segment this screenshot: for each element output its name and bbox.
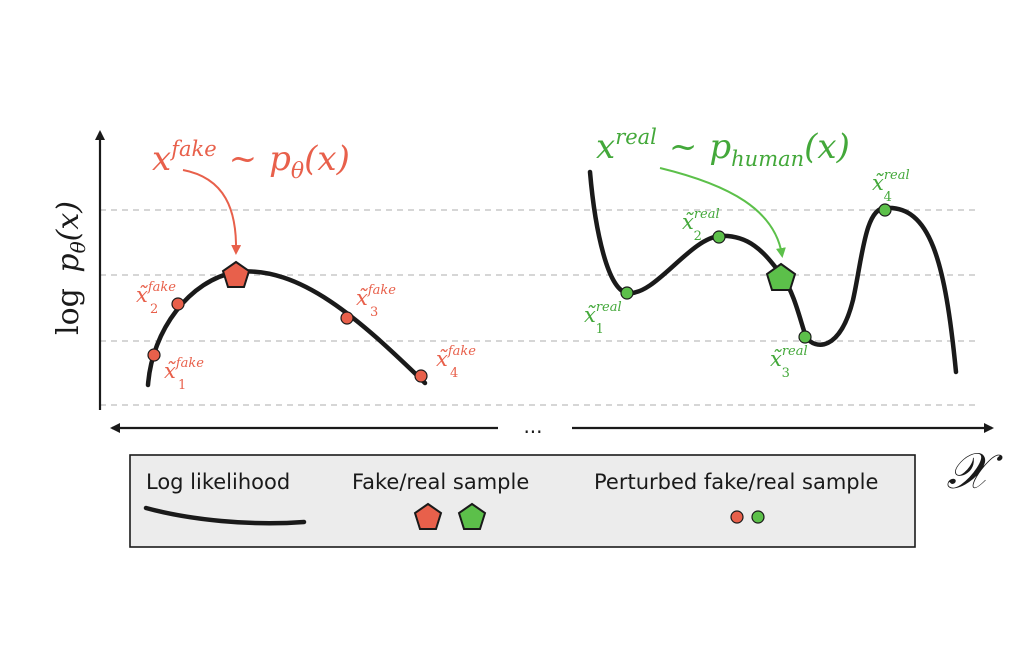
- fake-point-2: [171, 297, 185, 311]
- real-sample-pentagon: [765, 262, 797, 291]
- fake-label-2: x̃fake 2: [136, 280, 176, 317]
- real-label-4: x̃real 4: [872, 168, 910, 205]
- real-perturbed-points: [620, 203, 892, 344]
- legend-fake-pentagon: [413, 502, 443, 530]
- fake-title-sup: fake: [169, 137, 216, 161]
- real-title-p: p: [709, 127, 731, 167]
- x-axis-ellipsis: ...: [523, 414, 542, 438]
- fake-label-3: x̃fake 3: [356, 283, 396, 320]
- fake-title-tilde: ~: [229, 139, 258, 179]
- fake-title-arg: (x): [304, 139, 350, 179]
- real-label-3: x̃real 3: [770, 344, 808, 381]
- real-distribution-title: xreal ~ phuman(x): [596, 125, 850, 171]
- real-point-3: [798, 330, 812, 344]
- svg-text:log pθ(x): log pθ(x): [51, 201, 90, 335]
- grid-lines: [100, 209, 975, 406]
- real-label-1: x̃real 1: [584, 300, 622, 337]
- fake-title-sub: θ: [291, 159, 304, 184]
- y-label-x: (x): [51, 201, 86, 241]
- legend-real-dot: [751, 510, 765, 524]
- legend-box: [129, 454, 916, 548]
- real-title-sub: human: [731, 147, 804, 171]
- real-point-1: [620, 286, 634, 300]
- fake-arrow: [182, 169, 242, 255]
- fake-title-p: p: [269, 139, 291, 179]
- real-point-4: [878, 203, 892, 217]
- fake-point-1: [147, 348, 161, 362]
- y-axis-label: log pθ(x): [51, 201, 90, 335]
- real-title-tilde: ~: [669, 127, 698, 167]
- legend-sample-label: Fake/real sample: [352, 470, 529, 494]
- legend-log-likelihood-label: Log likelihood: [146, 470, 290, 494]
- real-point-2: [712, 230, 726, 244]
- real-title-x: x: [596, 127, 615, 167]
- real-arrow: [659, 167, 786, 258]
- fake-distribution-title: xfake ~ pθ(x): [152, 137, 350, 184]
- y-label-p: p: [51, 253, 86, 272]
- fake-title-x: x: [152, 139, 171, 179]
- legend: Log likelihood Fake/real sample Perturbe…: [129, 454, 916, 548]
- real-label-2: x̃real 2: [682, 207, 720, 244]
- fake-point-labels: x̃fake 1 x̃fake 2 x̃fake 3 x̃fake 4: [136, 280, 476, 393]
- fake-label-4: x̃fake 4: [436, 344, 476, 381]
- fake-point-3: [340, 311, 354, 325]
- y-label-log: log: [51, 288, 86, 335]
- fake-perturbed-points: [147, 297, 428, 383]
- fake-point-4: [414, 369, 428, 383]
- fake-sample-pentagon: [221, 260, 251, 288]
- legend-real-pentagon: [457, 502, 487, 530]
- real-title-arg: (x): [804, 127, 850, 167]
- x-axis-symbol: 𝒳: [947, 442, 1004, 500]
- y-label-theta: θ: [66, 241, 90, 253]
- real-point-labels: x̃real 1 x̃real 2 x̃real 3 x̃real 4: [584, 168, 910, 381]
- legend-fake-dot: [730, 510, 744, 524]
- legend-log-likelihood-swatch: [143, 505, 307, 526]
- real-title-sup: real: [615, 125, 657, 149]
- fake-label-1: x̃fake 1: [164, 356, 204, 393]
- legend-perturbed-label: Perturbed fake/real sample: [594, 470, 878, 494]
